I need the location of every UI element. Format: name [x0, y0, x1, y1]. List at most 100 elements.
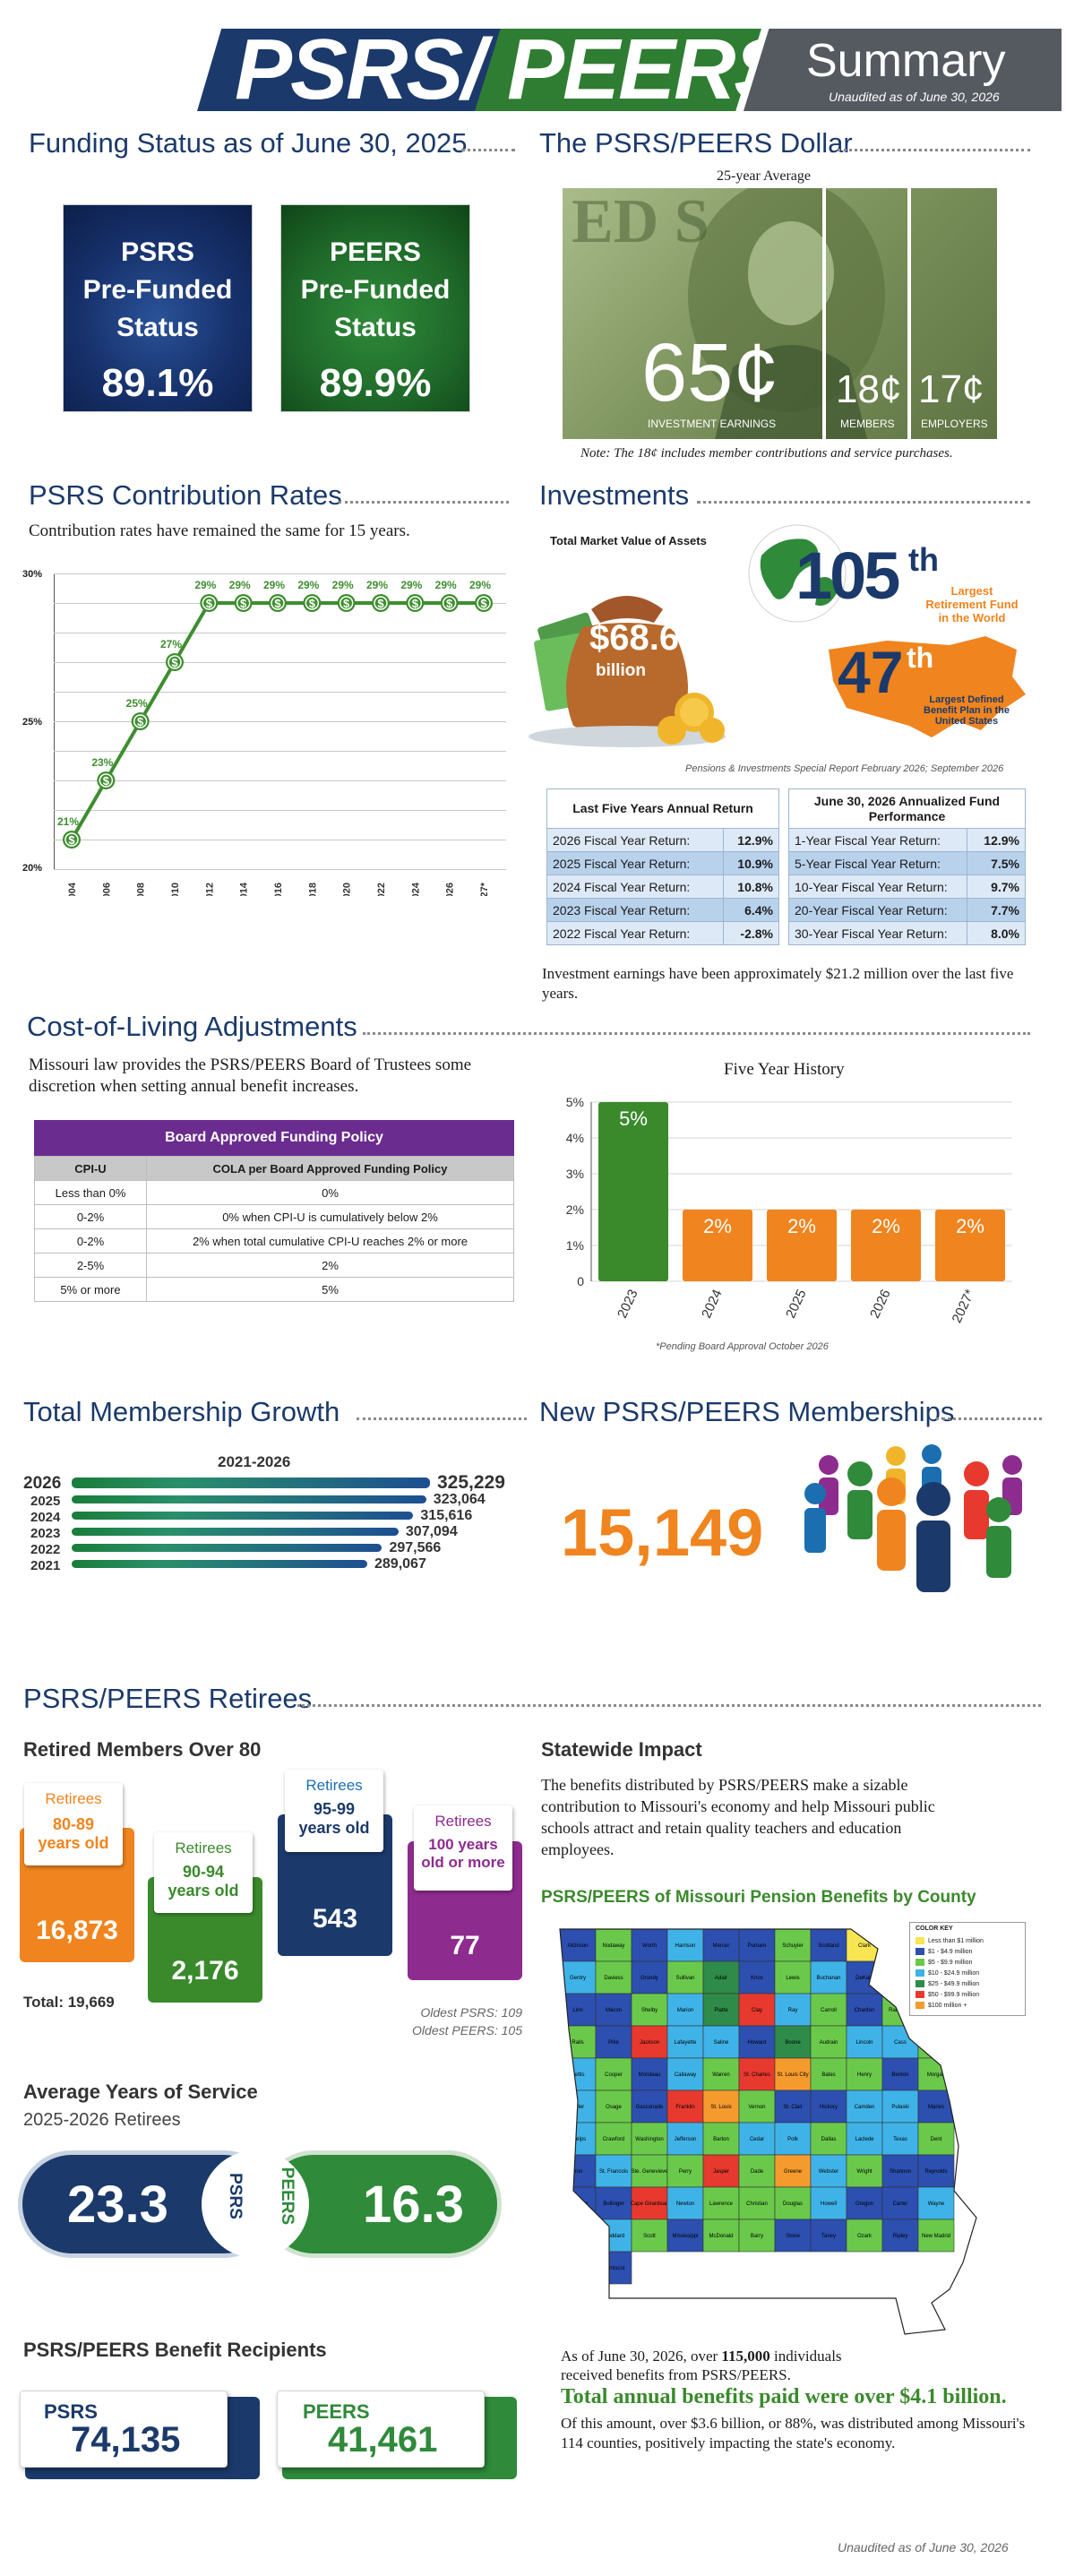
- county-label: Bollinger: [603, 2201, 623, 2207]
- legend-label: $50 - $99.9 million: [928, 1991, 980, 1998]
- membership-value: 307,094: [405, 1524, 458, 1539]
- us-rank-text: Largest Defined Benefit Plan in the Unit…: [924, 694, 1010, 727]
- county-label: Platte: [714, 2008, 728, 2013]
- contribution-point-label: 29%: [366, 579, 388, 591]
- table-row: 2025 Fiscal Year Return: 10.9%: [546, 851, 780, 875]
- new-members-divider: [936, 1417, 1042, 1420]
- svg-text:ED S: ED S: [572, 188, 709, 256]
- county-label: Marion: [677, 2008, 693, 2013]
- people-group-icon: [804, 1444, 1022, 1592]
- county-label: Grundy: [640, 1976, 658, 1981]
- retirees-95-99-tag: Retirees 95-99 years old: [285, 1770, 383, 1852]
- money-bag-illustration: [529, 596, 726, 747]
- svg-text:$: $: [240, 597, 247, 610]
- county-label: DeKalb: [855, 1976, 873, 1981]
- county-label: St. Francois: [599, 2169, 628, 2175]
- gridline: [54, 751, 506, 752]
- county-label: Dent: [931, 2137, 942, 2142]
- cola-bar-label: 5%: [619, 1107, 648, 1130]
- svg-text:$: $: [68, 833, 75, 847]
- contribution-point-label: 29%: [229, 579, 251, 591]
- county-label: Benton: [891, 2072, 908, 2078]
- county-tile: [631, 2122, 668, 2156]
- contribution-x-tick: 2014: [239, 882, 250, 896]
- globe-icon: [748, 524, 847, 623]
- retirees-100-plus-tag: Retirees 100 years old or more: [414, 1805, 512, 1891]
- county-label: Callaway: [675, 2072, 696, 2078]
- membership-value: 315,616: [420, 1508, 473, 1523]
- table-row: 2022 Fiscal Year Return: -2.8%: [546, 921, 780, 945]
- summary-line-2: received benefits from PSRS/PEERS.: [561, 2366, 791, 2383]
- row-label: 2023 Fiscal Year Return:: [546, 898, 724, 922]
- employers-share: 17¢: [918, 367, 984, 411]
- county-label: Howard: [748, 2040, 767, 2046]
- county-tile: [810, 2089, 847, 2124]
- county-label: Ralls: [572, 2040, 583, 2046]
- retirees-80-89-value: 16,873: [36, 1916, 118, 1945]
- county-label: Ste. Genevieve: [631, 2169, 668, 2175]
- row-label: 20-Year Fiscal Year Return:: [788, 898, 967, 922]
- county-tile: [738, 2089, 776, 2124]
- county-tile: [774, 2057, 812, 2091]
- legend-title: COLOR KEY: [916, 1926, 953, 1932]
- psrs-recipients-value: 74,135: [71, 2420, 181, 2460]
- legend-item: $1 - $4.9 million: [916, 1948, 972, 1957]
- svg-text:$: $: [446, 597, 453, 610]
- county-label: Randolph: [889, 2008, 912, 2013]
- county-label: Perry: [679, 2169, 692, 2175]
- photo-divider-2: [907, 188, 911, 439]
- table-row: 2024 Fiscal Year Return: 10.8%: [546, 874, 780, 899]
- county-label: Shelby: [641, 2008, 658, 2013]
- county-tile: [881, 2218, 919, 2253]
- contribution-point: $: [303, 594, 322, 612]
- county-label: Johnson: [926, 2040, 947, 2046]
- new-members-title: New PSRS/PEERS Memberships: [539, 1396, 955, 1427]
- peers-tile-line2: Pre-Funded: [300, 275, 451, 305]
- county-tile: [666, 2218, 704, 2253]
- county-label: Bates: [821, 2072, 835, 2078]
- cola-chart-title: Five Year History: [724, 1060, 845, 1079]
- contribution-point-label: 29%: [435, 579, 457, 591]
- county-tile: [738, 2057, 776, 2091]
- row-value: 8.0%: [966, 921, 1027, 945]
- county-label: Atchison: [567, 1943, 588, 1949]
- contribution-x-tick: 2027*: [479, 882, 490, 896]
- y-tick-20: 20%: [22, 863, 43, 874]
- retirees-95-99-range: 95-99 years old: [298, 1800, 370, 1837]
- county-tile: [631, 1929, 668, 1962]
- county-label: Dallas: [821, 2137, 837, 2142]
- county-tile: [595, 2057, 632, 2091]
- retirees-divider: [297, 1704, 1041, 1707]
- gridline: [54, 692, 506, 693]
- county-tile: [631, 2025, 668, 2059]
- logo-peers-shape: [475, 29, 761, 111]
- investments-source: Pensions & Investments Special Report Fe…: [685, 763, 1004, 774]
- county-tile: [666, 2089, 704, 2124]
- membership-bar: [72, 1512, 414, 1520]
- recipients-title: PSRS/PEERS Benefit Recipients: [23, 2339, 327, 2361]
- county-label: Lawrence: [709, 2201, 734, 2207]
- cola-y-tick: 2%: [566, 1202, 584, 1217]
- members-share: 18¢: [836, 367, 902, 411]
- cola-cell: 2% when total cumulative CPI-U reaches 2…: [146, 1228, 514, 1254]
- contribution-x-tick: 2016: [273, 883, 284, 896]
- cola-x-tick: 2023: [615, 1288, 641, 1321]
- funding-policy-table: CPI-U COLA per Board Approved Funding Po…: [34, 1156, 514, 1302]
- row-label: 2026 Fiscal Year Return:: [546, 828, 724, 852]
- map-title: PSRS/PEERS of Missouri Pension Benefits …: [541, 1888, 976, 1907]
- world-rank-text: Largest Retirement Fund in the World: [925, 584, 1019, 625]
- membership-year: 2025: [30, 1494, 61, 1509]
- summary-line: As of June 30, 2026, over 115,000 indivi…: [561, 2348, 842, 2365]
- investments-title: Investments: [539, 479, 690, 511]
- county-tile: [666, 1993, 704, 2027]
- county-label: Cooper: [605, 2072, 623, 2078]
- logo-peers-text: PEERS: [507, 22, 791, 117]
- contribution-x-tick: 2026: [445, 883, 456, 896]
- psrs-tile-line2: Pre-Funded: [82, 275, 233, 305]
- membership-year: 2021: [30, 1558, 61, 1573]
- county-label: Holt: [896, 1943, 906, 1949]
- psrs-recipients-card: PSRS 74,135: [20, 2391, 228, 2468]
- legend-swatch: [916, 1991, 924, 1998]
- summary-title: Summary: [806, 35, 1006, 87]
- county-tile: [595, 1960, 632, 1994]
